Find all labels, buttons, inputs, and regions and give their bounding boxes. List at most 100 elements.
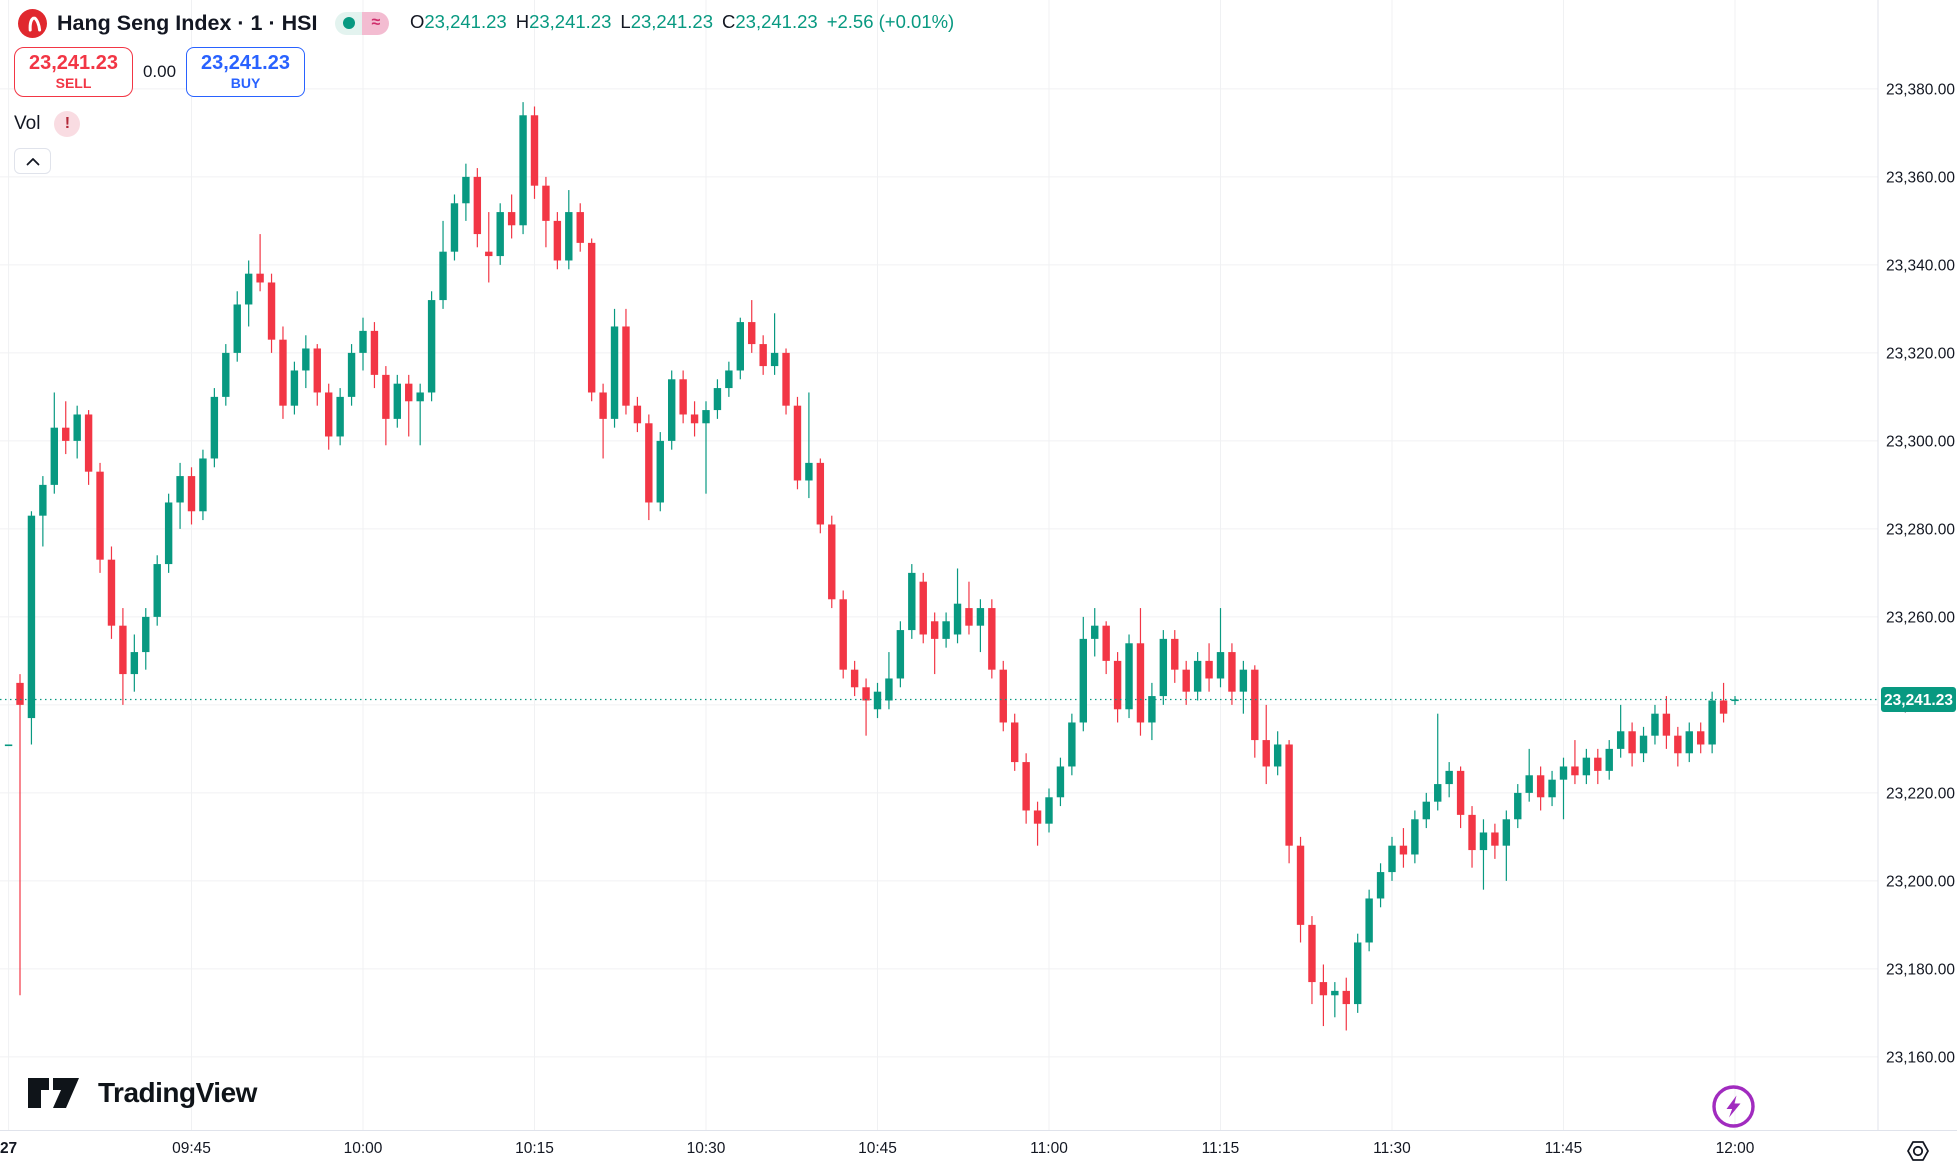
candle [622,308,630,415]
candle [1388,836,1396,881]
candle [953,568,962,644]
candle [668,370,676,450]
time-tick-label: 11:45 [1544,1140,1583,1157]
candle [302,335,310,389]
candle [279,326,287,419]
candle [130,634,139,692]
candle [1502,810,1511,881]
symbol-title[interactable]: Hang Seng Index · 1 · HSI [57,10,318,35]
trade-panel: 23,241.23 SELL 0.00 23,241.23 BUY [14,47,305,97]
spread-value: 0.00 [142,62,177,81]
candle [119,608,127,705]
candle [405,374,413,437]
chart-pane[interactable]: 23,380.00 23,360.00 23,340.00 23,320.00 23,3… [0,0,1957,1130]
candle [1171,630,1179,683]
time-tick-label: 10:00 [343,1140,383,1157]
candle [153,555,161,626]
candles-layer [4,102,1739,1031]
price-tick-label: 23,340.00 [1886,257,1955,274]
candle [1011,713,1019,771]
candle [1113,652,1122,723]
candle [805,392,813,499]
candlestick-chart[interactable]: 23,380.00 23,360.00 23,340.00 23,320.00 23,3… [0,0,1957,1130]
candle [1399,828,1408,868]
hexagon-icon [1907,1141,1929,1161]
post-market-icon: ≈ [362,11,390,35]
candle [347,344,356,406]
time-tick-label: 27 [0,1140,18,1157]
close-label: C [722,11,736,32]
candle [1136,608,1145,736]
high-value: 23,241.23 [529,11,612,32]
candle [645,414,653,521]
candle [142,608,150,670]
volume-label[interactable]: Vol [14,113,41,134]
tradingview-mark-icon [28,1078,79,1108]
candle [1056,757,1065,807]
time-tick-label: 09:45 [172,1140,211,1157]
candle [713,379,722,419]
candle [1159,630,1168,705]
time-tick-label: 11:30 [1373,1140,1411,1157]
candle [759,335,767,375]
candle [16,674,24,996]
symbol-legend[interactable]: Hang Seng Index · 1 · HSI ≈ [18,8,390,38]
candle [1148,682,1156,741]
candle [828,515,836,609]
candle [336,388,344,446]
collapse-legend-button[interactable] [14,148,51,174]
candle [267,273,276,353]
candle [4,744,13,747]
close-value: 23,241.23 [735,11,818,32]
candle [988,599,996,679]
lightning-button[interactable] [1711,1084,1756,1129]
time-axis[interactable]: 27 09:45 10:00 10:15 10:30 10:45 11:00 11:15 11:… [0,1130,1957,1168]
candle [1182,660,1190,705]
candle [1536,766,1545,811]
price-axis[interactable]: 23,380.00 23,360.00 23,340.00 23,320.00 23,3… [1877,0,1956,1130]
candle [164,493,173,573]
price-tick-label: 23,180.00 [1886,961,1955,978]
candle [1731,696,1739,705]
svg-text:23,241.23: 23,241.23 [1884,692,1953,709]
candle [965,581,973,635]
sell-label: SELL [55,75,92,92]
timezone-settings-button[interactable] [1905,1138,1931,1164]
candle [782,348,790,415]
candle [416,383,424,446]
buy-label: BUY [230,75,261,92]
candle [1674,726,1682,767]
time-tick-label: 10:15 [515,1140,554,1157]
buy-button[interactable]: 23,241.23 BUY [186,47,305,97]
candle [485,212,493,283]
candle [1708,691,1716,754]
sell-button[interactable]: 23,241.23 SELL [14,47,133,97]
candle [656,432,664,512]
open-value: 23,241.23 [424,11,507,32]
candle [1193,652,1202,701]
price-tick-label: 23,280.00 [1886,521,1955,538]
open-label: O [410,11,425,32]
market-status-badge[interactable]: ≈ [335,11,390,35]
candle [1662,696,1671,749]
low-label: L [620,11,631,32]
candle [896,621,905,688]
candle [1468,806,1476,868]
sell-price: 23,241.23 [29,52,118,75]
volume-legend[interactable]: Vol ! [14,111,81,137]
time-tick-label: 10:45 [858,1140,897,1157]
price-tick-label: 23,260.00 [1886,609,1955,626]
candle [1651,704,1659,745]
time-tick-label: 11:15 [1201,1140,1240,1157]
candle [450,194,459,261]
candle [633,396,642,433]
price-tick-label: 23,200.00 [1886,873,1955,890]
candle [1262,704,1270,785]
candle [1628,722,1636,767]
ohlc-values: O 23,241.23 H 23,241.23 L 23,241.23 C 23… [410,11,954,33]
candle [1033,801,1042,846]
low-value: 23,241.23 [630,11,713,32]
tradingview-logo[interactable]: TradingView [28,1077,257,1109]
volume-warning-icon[interactable]: ! [54,111,81,137]
candle [62,401,70,455]
